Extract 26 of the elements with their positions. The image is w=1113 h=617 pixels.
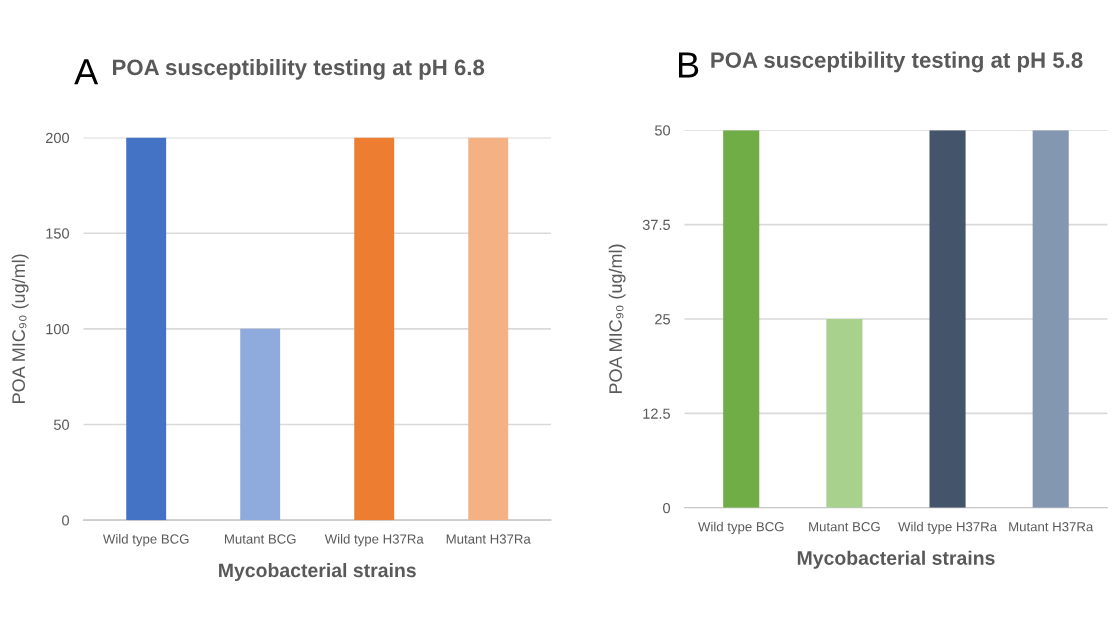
x-tick-label: Wild type BCG [102,534,189,547]
y-axis-title: POA MIC₉₀ (ug/ml) [11,254,29,403]
y-tick-label: 50 [53,419,70,430]
x-tick-label: Mutant H37Ra [1009,522,1094,532]
y-tick-label: 37.5 [642,219,670,231]
x-tick-label: Mutant BCG [224,534,296,544]
y-tick-label: 50 [654,125,671,136]
x-axis-title: Mycobacterial strains [219,562,416,582]
y-tick-label: 12.5 [643,408,670,419]
y-tick-label: 150 [46,228,70,239]
x-tick-label: Wild type H37Ra [898,521,998,534]
x-axis-title: Mycobacterial strains [797,550,995,569]
x-tick-label: Wild type H37Ra [324,534,424,547]
y-tick-label: 0 [62,515,70,526]
y-tick-label: 25 [655,314,670,325]
x-tick-label: Mutant H37Ra [446,534,531,544]
chart-title: POA susceptibility testing at pH 5.8 [711,51,1083,73]
text: A [74,59,99,85]
chart-title: POA susceptibility testing at pH 6.8 [113,58,485,80]
y-tick-label: 0 [663,502,671,514]
text: B [679,52,699,78]
x-tick-label: Mutant BCG [809,522,880,532]
y-tick-label: 100 [46,323,70,335]
y-tick-label: 200 [45,132,70,144]
y-axis-title: POA MIC₉₀ (ug/ml) [608,244,626,394]
x-tick-label: Wild type BCG [698,521,784,534]
